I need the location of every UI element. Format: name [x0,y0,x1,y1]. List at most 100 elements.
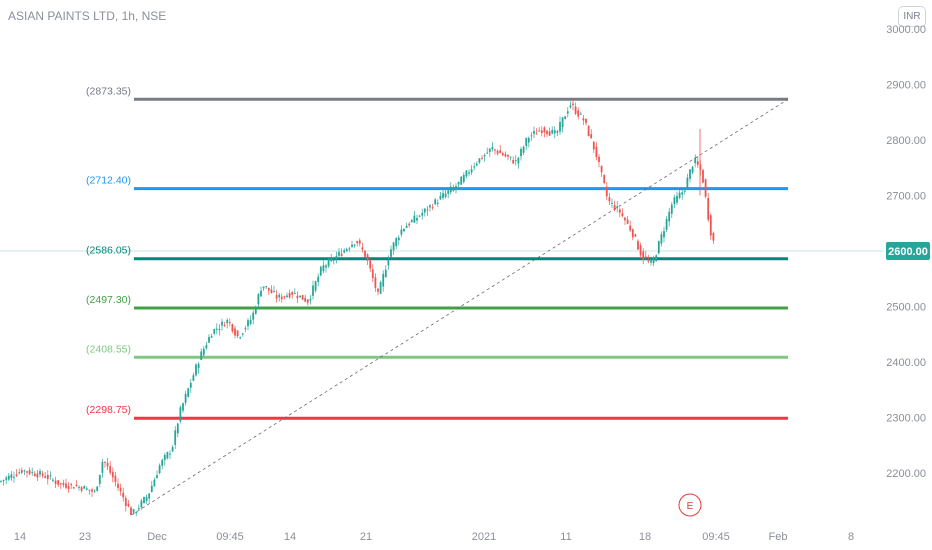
fib-level-label: (2497.30) [86,294,131,306]
candle-body [642,251,645,260]
candle-body [205,345,208,349]
candle-body [369,260,372,269]
candle-body [130,507,132,516]
candle-body [374,277,377,288]
candle-body [179,407,182,422]
candle-body [208,337,210,343]
candle-body [499,150,502,154]
candle-body [137,507,140,509]
candle-body [512,160,515,164]
candle-body [639,245,642,256]
candle-body [460,176,463,185]
candle-body [390,249,392,257]
candle-body [559,121,561,132]
candle-body [335,256,338,260]
candle-body [88,489,91,491]
candle-body [293,293,296,295]
candle-body [78,486,80,488]
candle-body [413,215,416,223]
candle-body [267,287,270,291]
candle-body [530,135,533,137]
fib-levels[interactable]: (2873.35) (2712.40) (2586.05) (2497.30) (240… [86,85,788,420]
candle-body [421,213,424,216]
candle-body [288,293,291,298]
candle-body [468,172,470,174]
candle-body [31,471,34,473]
candle-body [72,487,75,489]
candle-body [80,487,83,491]
candle-body [101,462,104,473]
fib-level-label: (2712.40) [86,175,131,187]
candle-body [213,329,216,334]
candle-body [39,471,41,475]
candle-body [166,452,169,459]
candle-body [670,204,673,214]
candle-body [423,208,426,213]
candle-body [244,328,247,330]
x-tick-label: 09:45 [216,531,244,543]
candle-body [332,259,335,261]
candle-body [608,197,611,202]
candle-body [681,192,684,195]
candle-body [15,474,18,476]
candle-body [111,471,114,478]
candle-body [75,484,78,487]
candle-body [587,125,590,137]
candle-body [514,160,517,162]
candle-body [387,259,390,266]
candle-body [153,479,156,487]
candle-body [231,324,234,332]
candle-body [106,462,109,467]
candle-body [163,455,166,461]
candle-body [621,213,624,217]
candle-body [23,470,26,472]
candle-body [709,215,712,236]
candle-body [473,166,476,168]
candle-body [392,242,395,251]
candle-body [533,130,535,134]
candle-body [395,238,398,246]
y-tick-label: 2900.00 [886,80,926,92]
candle-body [249,319,252,324]
candle-body [647,260,650,262]
candle-body [70,484,73,486]
event-marker-layer[interactable]: E [678,493,702,517]
chart-title: ASIAN PAINTS LTD, 1h, NSE [8,9,167,23]
candle-body [465,170,468,177]
candle-body [556,131,559,133]
x-tick-label: 23 [79,531,91,543]
x-tick-label: 2021 [472,531,496,543]
candle-body [483,154,486,157]
candle-body [613,205,616,210]
candle-body [156,475,158,479]
candle-body [174,430,177,445]
candle-body [358,240,361,244]
candle-body [410,220,413,223]
candle-body [665,219,668,230]
candle-body [548,131,551,136]
candle-body [707,197,710,220]
candle-body [93,490,96,492]
candle-body [509,156,512,158]
candle-body [161,459,164,466]
currency-badge[interactable]: INR [898,6,926,27]
candle-body [408,223,411,226]
candle-body [504,154,507,157]
candle-body [127,503,130,507]
candle-body [426,209,429,211]
event-marker[interactable] [678,493,702,517]
candle-body [572,103,574,106]
candle-body [366,254,369,261]
x-tick-label: Feb [769,531,788,543]
candle-body [241,333,244,335]
candle-body [143,496,145,503]
candle-body [304,297,307,302]
candle-body [691,166,694,173]
candle-body [699,164,702,171]
candle-body [520,148,522,157]
y-tick-label: 2300.00 [886,413,926,425]
candle-body [98,474,101,484]
candle-body [592,141,595,150]
candle-body [226,319,229,324]
